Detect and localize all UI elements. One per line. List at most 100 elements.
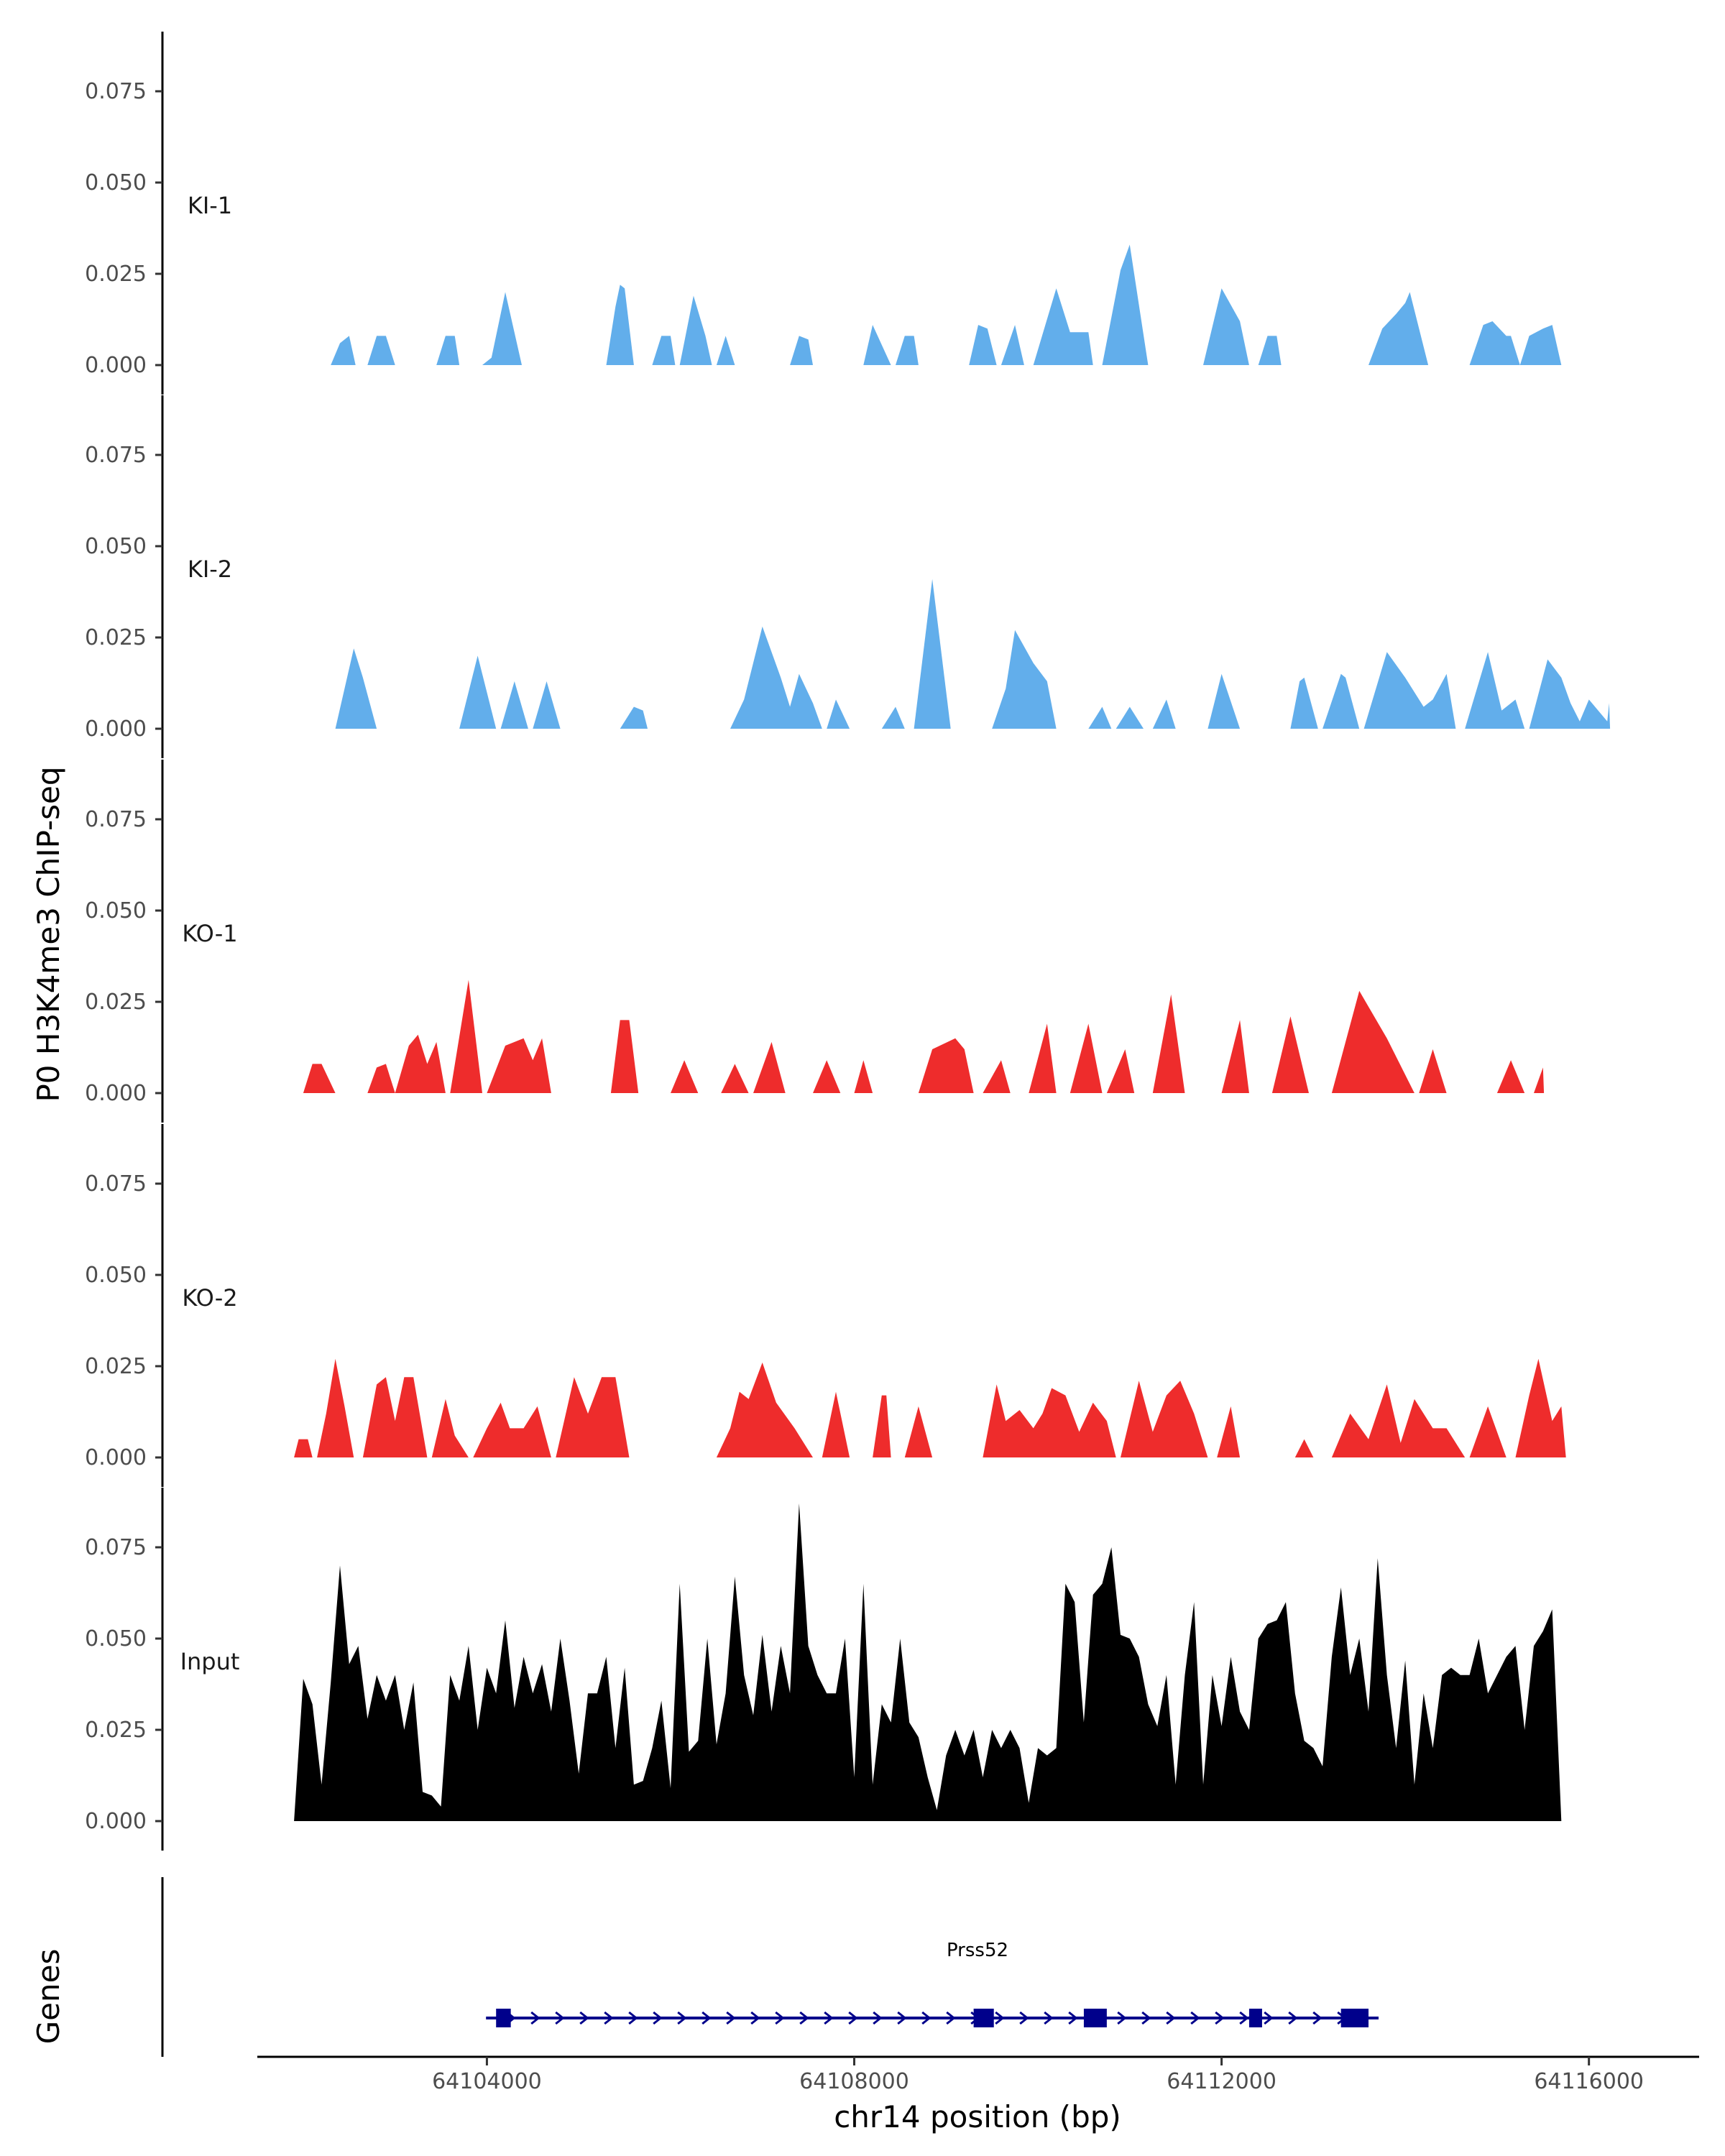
coverage-peak bbox=[533, 681, 561, 729]
strand-arrow bbox=[897, 2011, 907, 2025]
x-tick-label: 64116000 bbox=[1534, 2069, 1644, 2094]
coverage-peak bbox=[436, 336, 460, 365]
y-tick-label: 0.025 bbox=[85, 990, 147, 1015]
coverage-peak bbox=[652, 336, 676, 365]
track-label: KO-1 bbox=[182, 920, 237, 947]
strand-arrow bbox=[799, 2011, 809, 2025]
exon-block bbox=[1083, 2009, 1107, 2027]
strand-arrow bbox=[995, 2011, 1005, 2025]
coverage-peak bbox=[1331, 990, 1414, 1093]
track-ko-2: 0.000 0.025 0.050 0.075 KO-2 bbox=[85, 1124, 1566, 1487]
coverage-peak bbox=[1033, 288, 1093, 365]
y-tick-label: 0.075 bbox=[85, 807, 147, 832]
strand-arrow bbox=[1288, 2011, 1298, 2025]
coverage-peak bbox=[1116, 706, 1144, 729]
coverage-peak bbox=[473, 1402, 551, 1457]
coverage-peak bbox=[1419, 1049, 1447, 1093]
coverage-peak bbox=[679, 295, 712, 365]
strand-arrow bbox=[1312, 2011, 1322, 2025]
coverage-peak bbox=[721, 1064, 749, 1093]
strand-arrow bbox=[702, 2011, 712, 2025]
strand-arrow bbox=[726, 2011, 736, 2025]
coverage-peak bbox=[790, 336, 813, 365]
y-tick-label: 0.000 bbox=[85, 717, 147, 742]
coverage-peak bbox=[1106, 1049, 1135, 1093]
coverage-peak bbox=[730, 626, 822, 729]
coverage-peak bbox=[671, 1060, 699, 1093]
coverage-peak bbox=[1029, 1023, 1057, 1093]
coverage-peak bbox=[610, 1020, 639, 1093]
strand-arrow bbox=[1264, 2011, 1274, 2025]
strand-arrow bbox=[628, 2011, 638, 2025]
coverage-peak bbox=[1208, 673, 1241, 729]
strand-arrow bbox=[1239, 2011, 1249, 2025]
coverage-peak bbox=[367, 1064, 395, 1093]
strand-arrow bbox=[921, 2011, 932, 2025]
coverage-peak bbox=[331, 336, 356, 365]
strand-arrow bbox=[873, 2011, 883, 2025]
coverage-peak bbox=[918, 1038, 974, 1093]
y-tick-label: 0.025 bbox=[85, 262, 147, 287]
coverage-peak bbox=[294, 1503, 1562, 1821]
y-tick-label: 0.000 bbox=[85, 1081, 147, 1106]
y-tick-label: 0.075 bbox=[85, 79, 147, 104]
coverage-peak bbox=[1331, 1384, 1466, 1457]
coverage-peak bbox=[335, 648, 377, 729]
coverage-peak bbox=[482, 292, 522, 365]
track-input: 0.000 0.025 0.050 0.075 Input bbox=[85, 1488, 1562, 1851]
coverage-peak bbox=[1000, 325, 1024, 365]
coverage-peak bbox=[983, 1384, 1116, 1457]
coverage-peak bbox=[459, 655, 497, 729]
coverage-peak bbox=[395, 1034, 446, 1093]
y-axis-title: P0 H3K4me3 ChIP-seq bbox=[31, 766, 66, 1102]
genes-axis-title: Genes bbox=[31, 1949, 66, 2045]
coverage-peak bbox=[1368, 292, 1429, 365]
strand-arrow bbox=[1141, 2011, 1151, 2025]
coverage-peak bbox=[1203, 288, 1249, 365]
track-label: KO-2 bbox=[182, 1284, 237, 1312]
coverage-peak bbox=[896, 336, 919, 365]
coverage-peak bbox=[1496, 1060, 1525, 1093]
coverage-peak bbox=[904, 1406, 933, 1457]
coverage-peak bbox=[813, 1060, 841, 1093]
strand-arrow bbox=[604, 2011, 614, 2025]
y-tick-label: 0.025 bbox=[85, 1354, 147, 1379]
y-tick-label: 0.050 bbox=[85, 170, 147, 195]
coverage-peak bbox=[487, 1038, 551, 1093]
gene-name-label: Prss52 bbox=[947, 1940, 1008, 1961]
y-tick-label: 0.075 bbox=[85, 1535, 147, 1560]
track-ko-1: 0.000 0.025 0.050 0.075 KO-1 bbox=[85, 760, 1545, 1123]
exon-block bbox=[973, 2009, 994, 2027]
coverage-peak bbox=[1152, 994, 1185, 1093]
strand-arrow bbox=[530, 2011, 540, 2025]
y-tick-label: 0.000 bbox=[85, 1445, 147, 1470]
strand-arrow bbox=[1190, 2011, 1200, 2025]
track-label: KI-1 bbox=[188, 192, 232, 219]
y-tick-label: 0.050 bbox=[85, 1263, 147, 1288]
coverage-peak bbox=[914, 579, 951, 729]
coverage-peak bbox=[992, 630, 1057, 729]
x-tick-label: 64108000 bbox=[799, 2069, 909, 2094]
strand-arrow bbox=[579, 2011, 589, 2025]
exon-block bbox=[496, 2009, 511, 2027]
coverage-peak bbox=[1152, 699, 1176, 729]
coverage-peak bbox=[873, 1395, 891, 1457]
coverage-peak bbox=[431, 1399, 469, 1457]
strand-arrow bbox=[1019, 2011, 1029, 2025]
strand-arrow bbox=[653, 2011, 663, 2025]
y-tick-label: 0.000 bbox=[85, 353, 147, 378]
coverage-peak bbox=[1469, 321, 1562, 365]
coverage-peak bbox=[716, 336, 735, 365]
coverage-peak bbox=[716, 1362, 813, 1457]
y-tick-label: 0.000 bbox=[85, 1809, 147, 1834]
strand-arrow bbox=[1117, 2011, 1127, 2025]
y-tick-label: 0.050 bbox=[85, 534, 147, 559]
coverage-peak bbox=[1088, 706, 1112, 729]
coverage-peak bbox=[556, 1377, 630, 1457]
coverage-peak bbox=[753, 1041, 786, 1093]
coverage-peak bbox=[1534, 1067, 1545, 1093]
coverage-peak bbox=[1217, 1406, 1241, 1457]
coverage-peak bbox=[500, 681, 528, 729]
coverage-peak bbox=[1258, 336, 1282, 365]
strand-arrow bbox=[677, 2011, 687, 2025]
